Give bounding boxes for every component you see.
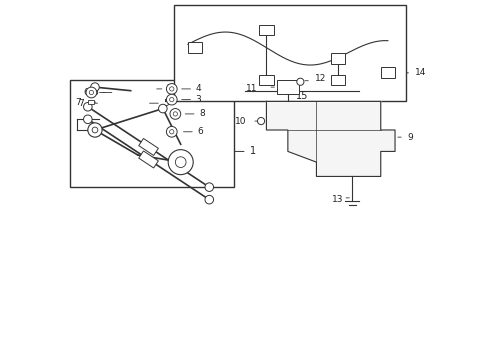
Circle shape	[167, 84, 177, 94]
Bar	[259, 75, 273, 85]
Circle shape	[167, 126, 177, 137]
Circle shape	[170, 109, 181, 119]
Text: 11: 11	[246, 84, 258, 93]
Circle shape	[170, 130, 174, 134]
Circle shape	[205, 183, 214, 192]
Bar	[188, 42, 202, 53]
Circle shape	[205, 195, 214, 204]
Text: 7: 7	[75, 98, 81, 107]
Text: 15: 15	[296, 91, 308, 101]
Circle shape	[89, 90, 94, 95]
Polygon shape	[267, 102, 395, 176]
Text: 12: 12	[315, 74, 326, 83]
Text: 3: 3	[196, 95, 201, 104]
Bar	[259, 24, 273, 35]
Bar	[139, 139, 158, 156]
Circle shape	[168, 150, 193, 175]
Text: 6: 6	[197, 127, 203, 136]
Circle shape	[167, 94, 177, 105]
Circle shape	[88, 123, 102, 137]
Text: 8: 8	[199, 109, 205, 118]
Text: 2: 2	[166, 84, 172, 93]
Bar	[331, 75, 345, 85]
Bar	[173, 5, 406, 102]
Text: 6: 6	[93, 88, 98, 97]
Text: 1: 1	[250, 147, 256, 157]
Text: 10: 10	[235, 117, 247, 126]
Circle shape	[159, 104, 167, 113]
Text: 9: 9	[408, 132, 413, 141]
Circle shape	[83, 115, 92, 123]
Bar	[381, 67, 395, 78]
Bar	[277, 80, 298, 94]
Circle shape	[86, 87, 97, 98]
Circle shape	[83, 103, 92, 111]
Bar	[70, 80, 234, 187]
Bar	[331, 53, 345, 64]
Text: 7: 7	[78, 99, 84, 108]
Circle shape	[170, 87, 174, 91]
Circle shape	[173, 112, 177, 116]
Bar	[139, 151, 158, 168]
Circle shape	[92, 127, 98, 133]
Circle shape	[297, 78, 304, 85]
Circle shape	[175, 157, 186, 167]
Text: 6: 6	[84, 88, 90, 97]
Bar	[88, 100, 94, 104]
Text: 13: 13	[332, 195, 343, 204]
Text: 4: 4	[196, 84, 201, 93]
Circle shape	[170, 98, 174, 102]
Circle shape	[91, 83, 99, 91]
Text: 14: 14	[415, 68, 426, 77]
Circle shape	[258, 117, 265, 125]
Text: 5: 5	[163, 99, 169, 108]
